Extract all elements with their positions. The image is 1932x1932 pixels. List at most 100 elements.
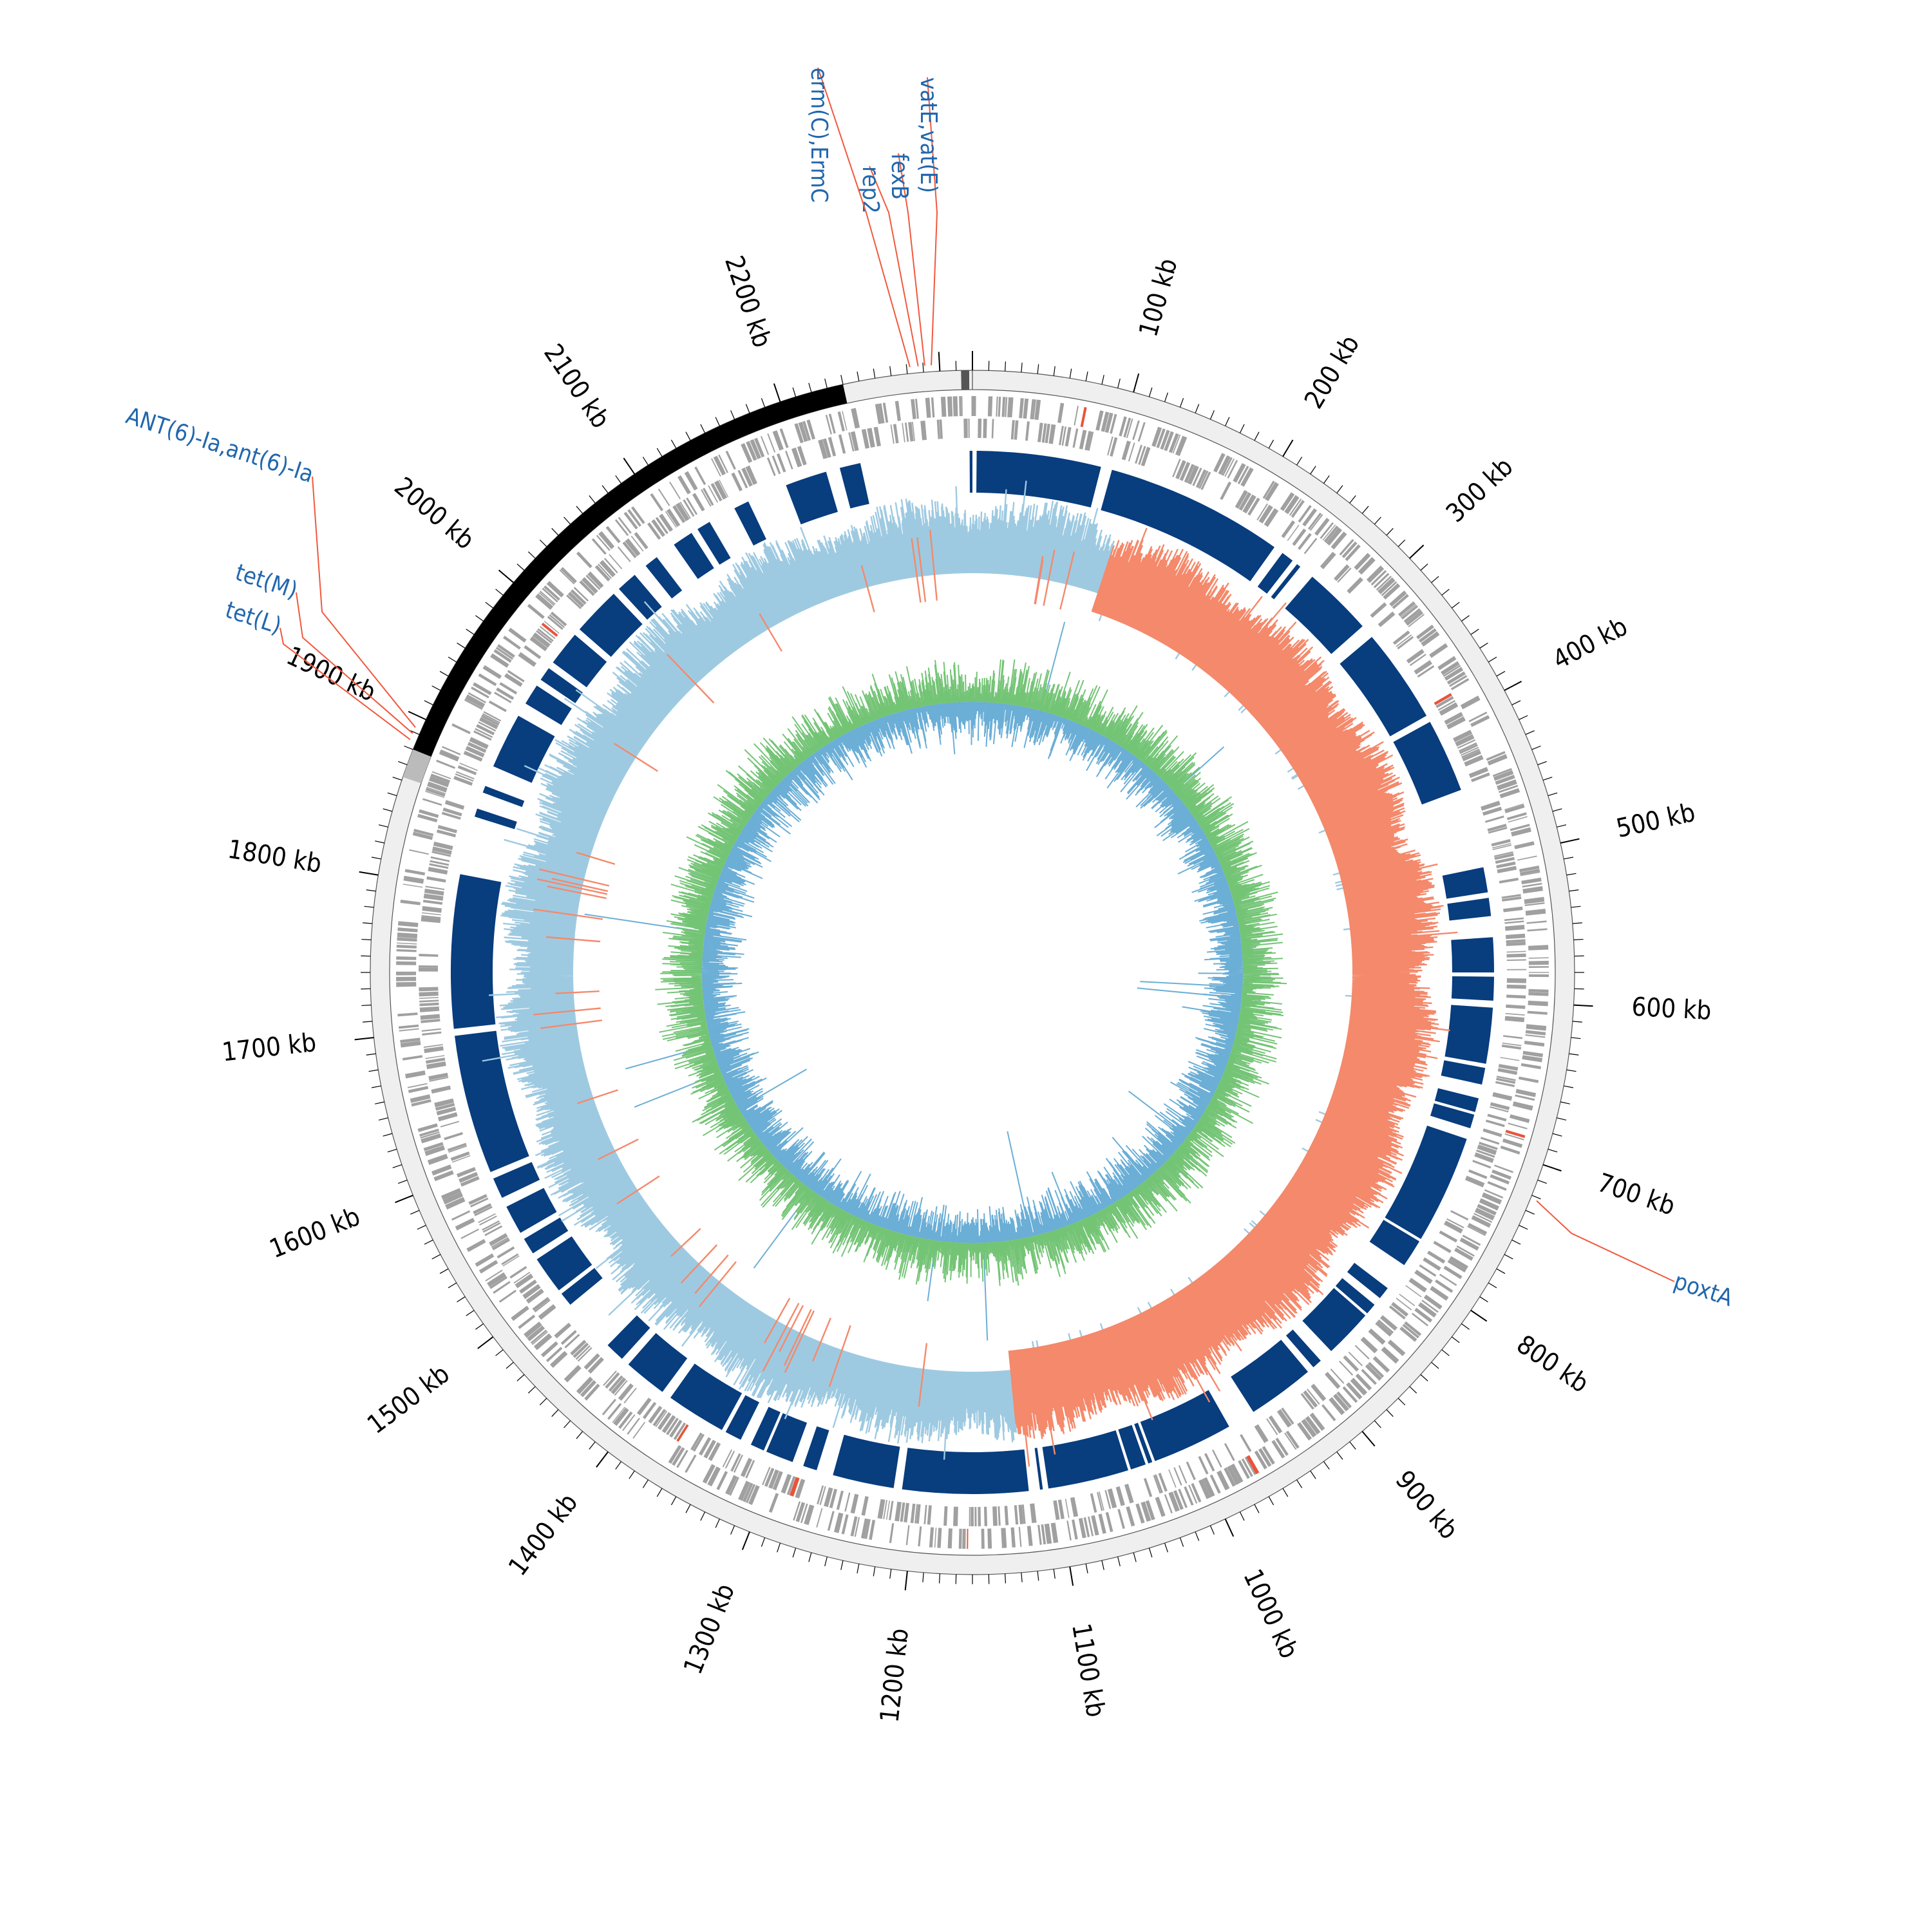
feature [1330, 1368, 1345, 1384]
feature [1505, 1130, 1526, 1139]
minor-tick [1037, 364, 1039, 374]
feature [741, 443, 753, 463]
feature [920, 421, 927, 440]
feature [1336, 1391, 1352, 1408]
minor-tick [1005, 361, 1007, 372]
feature [1528, 945, 1549, 951]
feature [1477, 1144, 1497, 1155]
feature [1454, 1247, 1473, 1261]
feature [1459, 744, 1478, 754]
feature [1107, 1488, 1117, 1509]
feature [515, 1273, 534, 1289]
minor-tick [1548, 1148, 1558, 1153]
feature [1479, 1141, 1498, 1150]
feature [959, 396, 961, 417]
feature [1366, 565, 1385, 583]
minor-tick [366, 1053, 376, 1056]
minor-tick [1409, 1386, 1417, 1394]
feature [837, 411, 845, 431]
tick-label: 700 kb [1594, 1168, 1679, 1222]
minor-tick [410, 730, 420, 735]
feature [724, 1450, 735, 1469]
feature [1506, 951, 1526, 953]
feature [1337, 567, 1352, 583]
feature [804, 1504, 815, 1526]
feature [1345, 544, 1361, 562]
feature [1484, 1189, 1504, 1199]
feature [655, 516, 668, 535]
tick-label: 1000 kb [1237, 1565, 1303, 1663]
feature [1066, 1520, 1072, 1541]
feature [587, 571, 604, 589]
feature [802, 421, 811, 441]
feature [1487, 824, 1507, 832]
feature [1222, 457, 1233, 476]
feature [1414, 660, 1432, 675]
feature [1354, 553, 1371, 571]
minor-tick [564, 1420, 571, 1428]
feature [1510, 824, 1530, 831]
major-tick [408, 710, 426, 721]
minor-tick [589, 495, 596, 504]
feature [718, 454, 728, 473]
feature [421, 1133, 441, 1144]
feature [408, 1086, 429, 1094]
synteny-block [902, 1448, 1029, 1494]
feature [399, 1028, 419, 1032]
feature [1392, 630, 1410, 645]
feature [1379, 1315, 1398, 1331]
feature [437, 825, 457, 833]
tick-label: 1500 kb [362, 1359, 455, 1439]
annotation-leader-line [296, 592, 413, 734]
feature [531, 1331, 548, 1345]
feature [518, 652, 536, 667]
minor-tick [1053, 366, 1056, 376]
feature [1202, 1477, 1215, 1497]
feature [431, 1085, 451, 1094]
feature [549, 614, 565, 629]
feature [482, 665, 502, 679]
tick-label: 900 kb [1390, 1465, 1464, 1545]
feature [444, 1132, 463, 1141]
feature [421, 914, 441, 919]
feature [1070, 1497, 1079, 1517]
feature [850, 1516, 858, 1537]
feature [794, 423, 804, 444]
feature [1091, 1515, 1099, 1536]
feature [875, 403, 882, 424]
feature [396, 949, 417, 952]
minor-tick [1531, 1195, 1541, 1200]
feature [489, 1276, 507, 1289]
feature [451, 723, 471, 734]
feature [400, 900, 421, 905]
feature [539, 625, 556, 639]
feature [1461, 746, 1479, 756]
minor-tick [873, 368, 876, 379]
feature [914, 399, 919, 419]
feature [1479, 1198, 1499, 1211]
feature [1504, 1016, 1525, 1023]
minor-tick [378, 1117, 388, 1121]
feature [1233, 463, 1246, 483]
annotation-leader-line [898, 153, 925, 366]
feature [1502, 896, 1522, 902]
feature [1191, 1482, 1202, 1503]
feature [459, 1171, 478, 1183]
feature [1339, 539, 1354, 556]
synteny-block [674, 533, 714, 580]
feature [1186, 1461, 1196, 1481]
minor-tick [615, 1461, 622, 1470]
feature [741, 468, 753, 487]
feature [1506, 1004, 1526, 1009]
feature [1492, 1170, 1511, 1180]
feature [1275, 1437, 1289, 1456]
synteny-block [1393, 721, 1461, 805]
feature [1175, 460, 1186, 480]
feature [471, 687, 489, 699]
minor-tick [431, 1254, 441, 1260]
feature [582, 577, 598, 594]
feature [431, 851, 451, 857]
feature [745, 465, 757, 485]
synteny-block [628, 1332, 688, 1392]
feature [504, 673, 523, 687]
